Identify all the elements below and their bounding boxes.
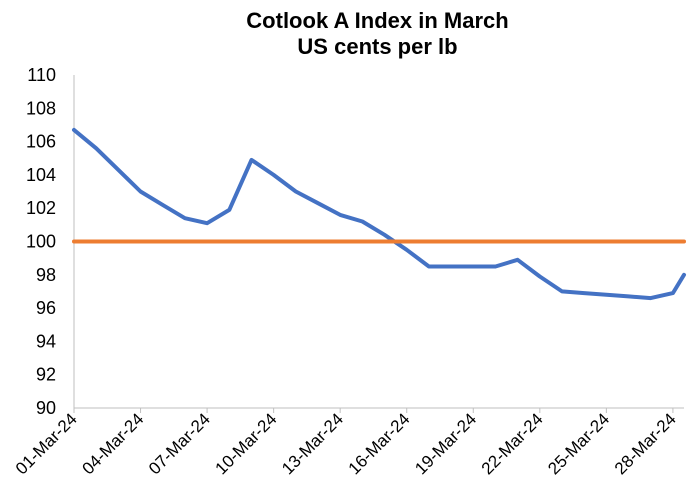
data-point (684, 274, 685, 275)
y-tick-label: 104 (26, 165, 56, 185)
series-line-cotlook-index (72, 127, 686, 301)
y-tick-label: 94 (36, 331, 56, 351)
data-point (406, 249, 407, 250)
data-point (473, 266, 474, 267)
data-point (162, 204, 163, 205)
data-point (340, 214, 341, 215)
data-point (650, 298, 651, 299)
data-point (428, 266, 429, 267)
reference-point (74, 241, 75, 242)
x-tick-label: 01-Mar-24 (12, 409, 81, 478)
data-point (96, 148, 97, 149)
x-tick-label: 25-Mar-24 (544, 409, 613, 478)
x-tick-label: 22-Mar-24 (478, 409, 547, 478)
y-tick-label: 100 (26, 232, 56, 252)
data-point (295, 191, 296, 192)
y-tick-label: 106 (26, 132, 56, 152)
data-point (140, 191, 141, 192)
x-tick-label: 19-Mar-24 (411, 409, 480, 478)
data-point (628, 296, 629, 297)
y-tick-label: 110 (27, 65, 56, 85)
data-point (606, 294, 607, 295)
reference-point (684, 241, 685, 242)
data-point (207, 223, 208, 224)
data-point (118, 169, 119, 170)
data-point (451, 266, 452, 267)
x-tick-label: 16-Mar-24 (345, 409, 414, 478)
x-tick-label: 07-Mar-24 (145, 409, 214, 478)
y-tick-label: 108 (26, 98, 56, 118)
data-point (362, 221, 363, 222)
data-point (539, 276, 540, 277)
x-tick-label: 04-Mar-24 (78, 409, 147, 478)
data-point (672, 293, 673, 294)
data-point (584, 293, 585, 294)
data-point (184, 218, 185, 219)
data-point (384, 234, 385, 235)
y-tick-label: 98 (36, 265, 56, 285)
y-tick-label: 96 (36, 298, 56, 318)
y-tick-label: 90 (36, 398, 56, 418)
x-tick-label: 10-Mar-24 (212, 409, 281, 478)
data-point (495, 266, 496, 267)
data-point (251, 159, 252, 160)
data-point (517, 259, 518, 260)
data-point (229, 209, 230, 210)
y-tick-label: 92 (36, 365, 56, 385)
chart-title: Cotlook A Index in March (246, 8, 509, 33)
data-point (74, 129, 75, 130)
x-tick-label: 13-Mar-24 (278, 409, 347, 478)
data-point (318, 203, 319, 204)
y-tick-label: 102 (26, 198, 56, 218)
x-tick-label: 28-Mar-24 (611, 409, 680, 478)
data-point (562, 291, 563, 292)
data-point (273, 174, 274, 175)
chart-subtitle: US cents per lb (297, 34, 458, 59)
